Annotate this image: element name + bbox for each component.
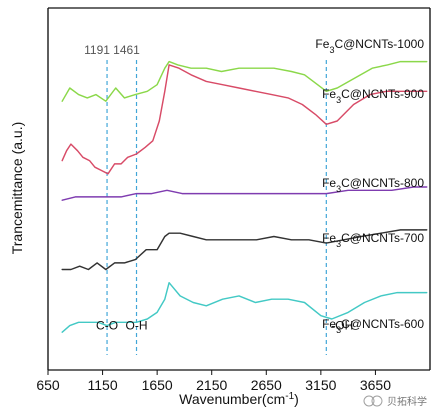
series-label-tail: C@NCNTs-1000	[334, 37, 424, 51]
bond-annotation: -OH	[331, 319, 353, 333]
bond-annotations: C-O O-H -OH	[96, 319, 353, 333]
vertical-markers: 1191 1461	[84, 43, 327, 355]
series-label-subscript: 3	[336, 95, 341, 105]
y-axis-title: Trancemittance (a.u.)	[9, 122, 25, 255]
watermark-chat-icon-overlap	[371, 395, 383, 407]
series-line-2	[61, 186, 428, 201]
watermark: 贝拓科学	[363, 395, 427, 408]
x-tick-label: 1150	[88, 377, 118, 393]
series-label-subscript: 3	[336, 239, 341, 249]
series-label-subscript: 3	[329, 45, 334, 55]
series-label: Fe3C@NCNTs-900	[322, 87, 424, 105]
bond-annotation: O-H	[126, 319, 148, 333]
series-labels: Fe3C@NCNTs-1000Fe3C@NCNTs-900Fe3C@NCNTs-…	[315, 37, 424, 335]
series-label-tail: C@NCNTs-800	[341, 176, 424, 190]
series-label-tail: C@NCNTs-900	[341, 87, 424, 101]
series-label: Fe3C@NCNTs-600	[322, 317, 424, 335]
series-line-4	[61, 281, 428, 333]
series-line-0	[61, 60, 428, 102]
series-label-main: Fe	[315, 37, 329, 51]
series-label-subscript: 3	[336, 184, 341, 194]
plot-area: 650 1150 1650 2150 2650 3150 3650 1191 1461 Fe3…	[36, 7, 431, 393]
x-tick-label: 1650	[142, 377, 173, 393]
marker-value-label: 1191	[84, 43, 110, 57]
series-label-main: Fe	[322, 87, 336, 101]
x-axis-title-superscript: -1	[285, 391, 294, 402]
series-label-main: Fe	[322, 231, 336, 245]
x-ticks: 650 1150 1650 2150 2650 3150 3650	[36, 370, 391, 393]
watermark-text: 贝拓科学	[387, 395, 427, 408]
series-label: Fe3C@NCNTs-800	[322, 176, 424, 194]
series-label: Fe3C@NCNTs-1000	[315, 37, 424, 55]
series-line-3	[61, 229, 428, 271]
series-label-tail: C@NCNTs-700	[341, 231, 424, 245]
x-tick-label: 3650	[360, 377, 391, 393]
x-tick-label: 2650	[251, 377, 282, 393]
x-tick-label: 3150	[305, 377, 336, 393]
x-tick-label: 2150	[196, 377, 227, 393]
data-series	[61, 60, 428, 333]
x-axis-title-suffix: )	[294, 391, 299, 407]
series-label-subscript: 3	[336, 325, 341, 335]
bond-annotation: C-O	[96, 319, 118, 333]
series-label-tail: C@NCNTs-600	[341, 317, 424, 331]
series-label: Fe3C@NCNTs-700	[322, 231, 424, 249]
series-label-main: Fe	[322, 176, 336, 190]
x-tick-label: 650	[36, 377, 60, 393]
x-axis-title: Wavenumber(cm-1)	[179, 391, 299, 408]
series-label-main: Fe	[322, 317, 336, 331]
series-line-1	[61, 64, 428, 175]
x-axis-title-main: Wavenumber(cm	[179, 391, 285, 407]
watermark-chat-icon	[363, 395, 375, 407]
marker-value-label: 1461	[113, 43, 140, 57]
